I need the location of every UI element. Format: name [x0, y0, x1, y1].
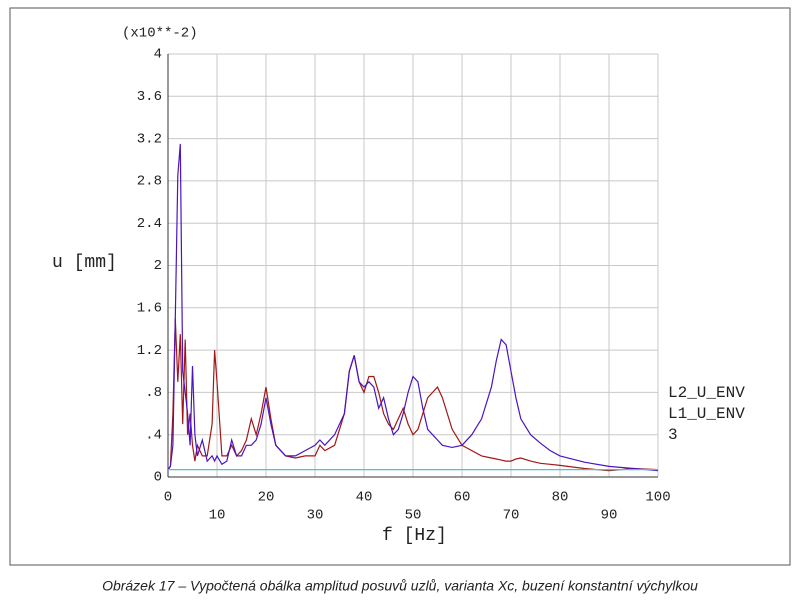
y-tick-label: 1.2 — [137, 343, 162, 359]
y-tick-label: 2.8 — [137, 174, 162, 190]
x-axis-label: f [Hz] — [382, 526, 447, 546]
x-tick-label: 0 — [164, 490, 172, 506]
y-axis-label: u [mm] — [52, 253, 117, 273]
x-tick-label: 90 — [601, 508, 618, 524]
y-tick-label: 3.6 — [137, 89, 162, 105]
y-tick-label: 2 — [154, 258, 162, 274]
y-multiplier: (x10**-2) — [122, 26, 198, 42]
legend-label: 3 — [668, 426, 678, 444]
series-line — [167, 143, 659, 472]
frame — [9, 7, 791, 566]
x-tick-label: 50 — [405, 508, 422, 524]
x-tick-label: 70 — [503, 508, 520, 524]
caption: Obrázek 17 – Vypočtená obálka amplitud p… — [102, 578, 698, 594]
y-tick-label: 4 — [154, 47, 162, 63]
x-tick-label: 30 — [307, 508, 324, 524]
y-tick-label: .8 — [145, 385, 162, 401]
x-tick-label: 80 — [552, 490, 569, 506]
y-tick-label: 2.4 — [137, 216, 162, 232]
x-tick-label: 10 — [209, 508, 226, 524]
y-tick-label: 3.2 — [137, 131, 162, 147]
legend-label: L1_U_ENV — [668, 405, 745, 423]
x-tick-label: 40 — [356, 490, 373, 506]
y-tick-label: .4 — [145, 427, 162, 443]
y-tick-label: 1.6 — [137, 301, 162, 317]
y-tick-label: 0 — [154, 470, 162, 486]
x-tick-label: 100 — [645, 490, 670, 506]
x-tick-label: 60 — [454, 490, 471, 506]
x-tick-label: 20 — [258, 490, 275, 506]
legend-label: L2_U_ENV — [668, 384, 745, 402]
